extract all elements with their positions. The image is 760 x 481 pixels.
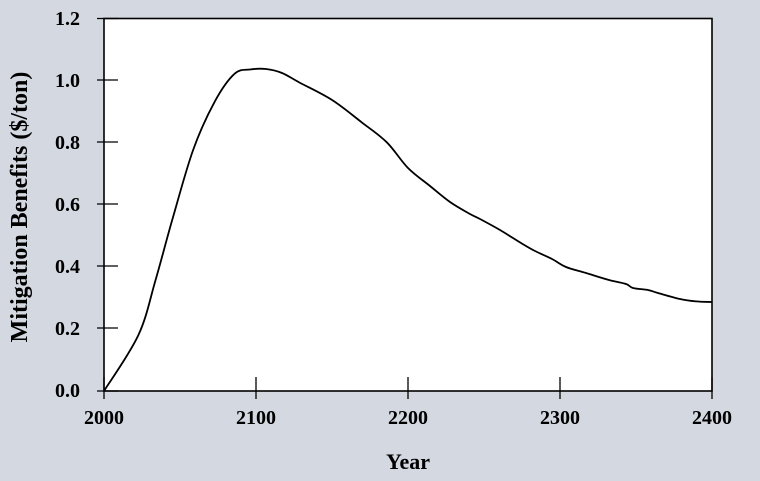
svg-text:2400: 2400 <box>692 407 732 429</box>
svg-text:0.6: 0.6 <box>55 194 80 216</box>
svg-text:2100: 2100 <box>236 407 276 429</box>
svg-text:0.0: 0.0 <box>55 380 80 402</box>
svg-text:0.4: 0.4 <box>55 256 80 278</box>
svg-text:0.2: 0.2 <box>55 318 80 340</box>
svg-text:2000: 2000 <box>84 407 124 429</box>
svg-text:1.2: 1.2 <box>55 8 80 30</box>
svg-text:1.0: 1.0 <box>55 70 80 92</box>
svg-text:0.8: 0.8 <box>55 132 80 154</box>
svg-text:2300: 2300 <box>540 407 580 429</box>
svg-text:Mitigation Benefits ($/ton): Mitigation Benefits ($/ton) <box>7 72 33 343</box>
svg-text:2200: 2200 <box>388 407 428 429</box>
svg-text:Year: Year <box>386 449 430 474</box>
